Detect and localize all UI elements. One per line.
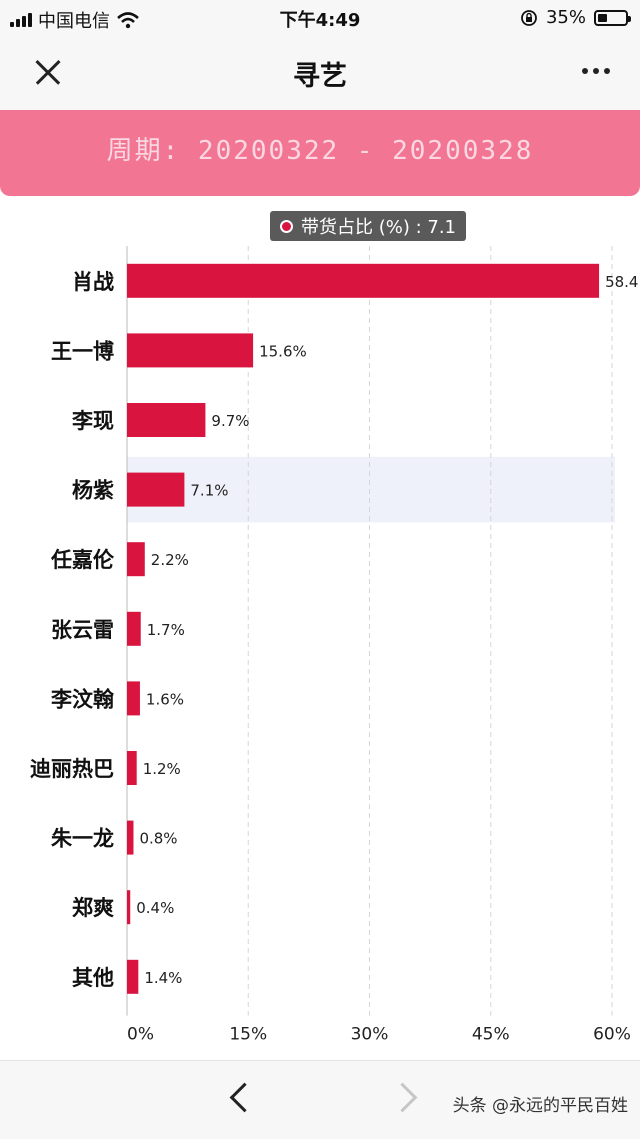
bar-chart: 0% 15% 30% 45% 60% 肖战 58.4 王一博 15.6% 李现 9.7% 杨紫 7.1%… bbox=[30, 246, 638, 1045]
bar bbox=[127, 263, 600, 298]
category-label: 迪丽热巴 bbox=[30, 757, 114, 781]
battery-fill bbox=[598, 13, 607, 22]
bar-value-label: 9.7% bbox=[211, 412, 249, 430]
bar bbox=[127, 751, 137, 785]
category-label: 肖战 bbox=[72, 270, 114, 294]
bar bbox=[127, 333, 254, 368]
page-title: 寻艺 bbox=[293, 61, 347, 92]
series-dot-icon bbox=[280, 219, 293, 233]
period-text: 周期: 20200322 - 20200328 bbox=[106, 136, 534, 166]
bar bbox=[127, 681, 140, 716]
x-tick-label: 30% bbox=[351, 1025, 389, 1045]
bar bbox=[127, 611, 141, 646]
bar-value-label: 2.2% bbox=[151, 551, 189, 569]
bottom-toolbar: 头条 @永远的平民百姓 bbox=[0, 1060, 640, 1139]
status-time: 下午4:49 bbox=[279, 10, 361, 31]
x-tick-label: 45% bbox=[472, 1025, 510, 1045]
carrier-group: 中国电信 bbox=[10, 7, 140, 33]
bar-value-label: 0.4% bbox=[136, 899, 174, 917]
category-label: 王一博 bbox=[51, 339, 114, 363]
bar bbox=[127, 959, 139, 994]
tooltip-text: 带货占比 (%) : 7.1 bbox=[301, 217, 457, 238]
bar bbox=[127, 820, 134, 855]
bar bbox=[127, 403, 206, 437]
more-icon[interactable] bbox=[582, 68, 610, 74]
category-label: 郑爽 bbox=[72, 896, 114, 920]
signal-icon bbox=[10, 13, 32, 27]
highlight-row bbox=[127, 456, 615, 523]
bar-value-label: 15.6% bbox=[259, 342, 307, 360]
bar-value-label: 7.1% bbox=[190, 482, 228, 500]
x-tick-label: 15% bbox=[229, 1025, 267, 1045]
back-arrow-icon[interactable] bbox=[229, 1082, 260, 1113]
bar bbox=[127, 890, 131, 925]
category-label: 杨紫 bbox=[72, 479, 114, 503]
bar-value-label: 1.4% bbox=[144, 969, 182, 987]
period-banner: 周期: 20200322 - 20200328 bbox=[0, 110, 640, 196]
category-label: 李汶翰 bbox=[50, 687, 114, 711]
bar-value-label: 58.4 bbox=[605, 273, 638, 291]
category-label: 其他 bbox=[72, 966, 114, 990]
category-label: 朱一龙 bbox=[51, 827, 114, 851]
bar-value-label: 1.6% bbox=[146, 690, 184, 708]
watermark-text: 头条 @永远的平民百姓 bbox=[452, 1096, 628, 1116]
x-tick-label: 0% bbox=[127, 1025, 154, 1045]
category-label: 李现 bbox=[71, 409, 114, 433]
category-label: 任嘉伦 bbox=[50, 548, 115, 572]
wifi-icon bbox=[117, 12, 139, 29]
bar-value-label: 0.8% bbox=[139, 830, 177, 848]
x-tick-label: 60% bbox=[593, 1025, 631, 1045]
battery-percent: 35% bbox=[545, 7, 586, 28]
forward-arrow-icon[interactable] bbox=[387, 1082, 418, 1113]
rotation-lock-icon bbox=[521, 9, 537, 26]
chart-tooltip: 带货占比 (%) : 7.1 bbox=[270, 211, 467, 241]
bar-value-label: 1.7% bbox=[147, 621, 185, 639]
bar bbox=[127, 542, 145, 577]
category-label: 张云雷 bbox=[51, 618, 114, 642]
carrier-label: 中国电信 bbox=[38, 11, 110, 32]
nav-bar: 寻艺 bbox=[0, 36, 640, 110]
bar bbox=[127, 472, 185, 507]
status-right: 35% bbox=[520, 7, 631, 28]
status-bar: 中国电信 下午4:49 35% bbox=[0, 0, 640, 36]
battery-icon bbox=[594, 9, 631, 26]
bar-value-label: 1.2% bbox=[143, 760, 181, 778]
